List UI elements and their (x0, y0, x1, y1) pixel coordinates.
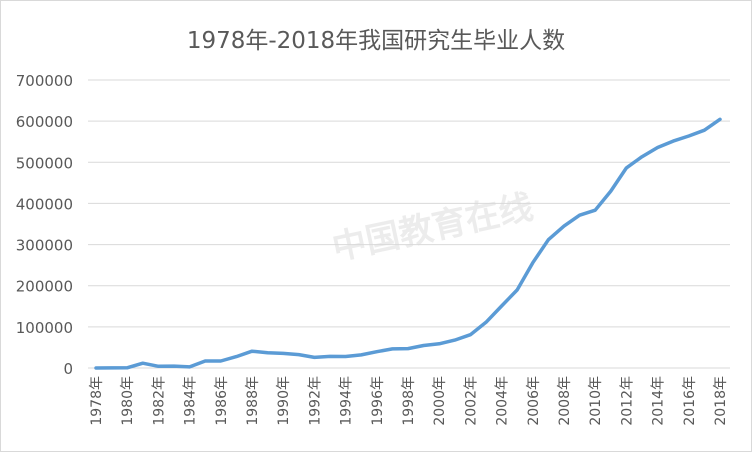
x-tick-label: 2004年 (495, 376, 511, 426)
y-tick-label: 400000 (16, 195, 73, 213)
x-tick-label: 2000年 (432, 376, 448, 426)
x-tick-label: 1986年 (214, 376, 230, 426)
y-tick-label: 100000 (16, 319, 73, 337)
x-tick-label: 1984年 (183, 376, 199, 426)
y-tick-label: 700000 (16, 72, 73, 90)
x-tick-label: 1992年 (307, 376, 323, 426)
x-tick-label: 2006年 (526, 376, 542, 426)
x-tick-label: 1982年 (151, 376, 167, 426)
x-tick-label: 1996年 (370, 376, 386, 426)
y-tick-label: 0 (63, 360, 73, 378)
x-tick-label: 2010年 (588, 376, 604, 426)
y-tick-label: 600000 (16, 113, 73, 131)
x-tick-label: 2002年 (463, 376, 479, 426)
y-tick-label: 200000 (16, 278, 73, 296)
x-tick-label: 2018年 (713, 376, 729, 426)
x-tick-label: 1980年 (120, 376, 136, 426)
x-tick-label: 1978年 (89, 376, 105, 426)
x-tick-label: 1994年 (339, 376, 355, 426)
x-tick-label: 2016年 (682, 376, 698, 426)
chart-title: 1978年-2018年我国研究生毕业人数 (187, 28, 565, 54)
x-tick-label: 2012年 (619, 376, 635, 426)
x-tick-label: 2014年 (651, 376, 667, 426)
y-tick-label: 500000 (16, 154, 73, 172)
x-tick-label: 1998年 (401, 376, 417, 426)
x-tick-label: 1990年 (276, 376, 292, 426)
series-line (94, 117, 722, 370)
x-tick-label: 1988年 (245, 376, 261, 426)
y-tick-label: 300000 (16, 237, 73, 255)
x-tick-label: 2008年 (557, 376, 573, 426)
